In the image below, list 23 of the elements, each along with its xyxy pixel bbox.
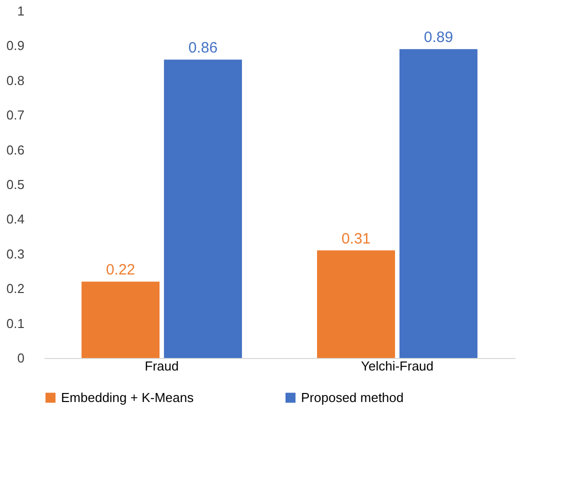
- data-label: 0.31: [341, 230, 371, 248]
- data-label: 0.22: [106, 262, 136, 279]
- x-tick-label: Fraud: [144, 358, 179, 374]
- bar: [317, 250, 396, 358]
- y-tick-label: 0.2: [6, 281, 24, 296]
- data-label: 0.86: [188, 40, 218, 57]
- y-tick-label: 0.6: [6, 142, 24, 158]
- bar: [399, 49, 478, 358]
- y-tick-label: 0.7: [6, 108, 24, 123]
- y-tick-label: 0.1: [6, 316, 24, 331]
- y-tick-label: 0: [17, 350, 24, 366]
- y-tick-label: 0.4: [6, 212, 24, 227]
- bar: [82, 282, 160, 358]
- y-tick-label: 0.3: [6, 246, 24, 262]
- bar: [164, 60, 242, 358]
- legend-label: Proposed method: [301, 390, 404, 405]
- x-tick-label: Yelchi-Fraud: [360, 358, 434, 374]
- data-label: 0.89: [424, 29, 454, 46]
- y-tick-label: 0.5: [6, 177, 24, 192]
- y-tick-label: 0.9: [6, 38, 24, 54]
- y-tick-label: 1: [17, 4, 24, 18]
- y-tick-label: 0.8: [6, 72, 24, 88]
- legend-label: Embedding + K-Means: [61, 390, 194, 405]
